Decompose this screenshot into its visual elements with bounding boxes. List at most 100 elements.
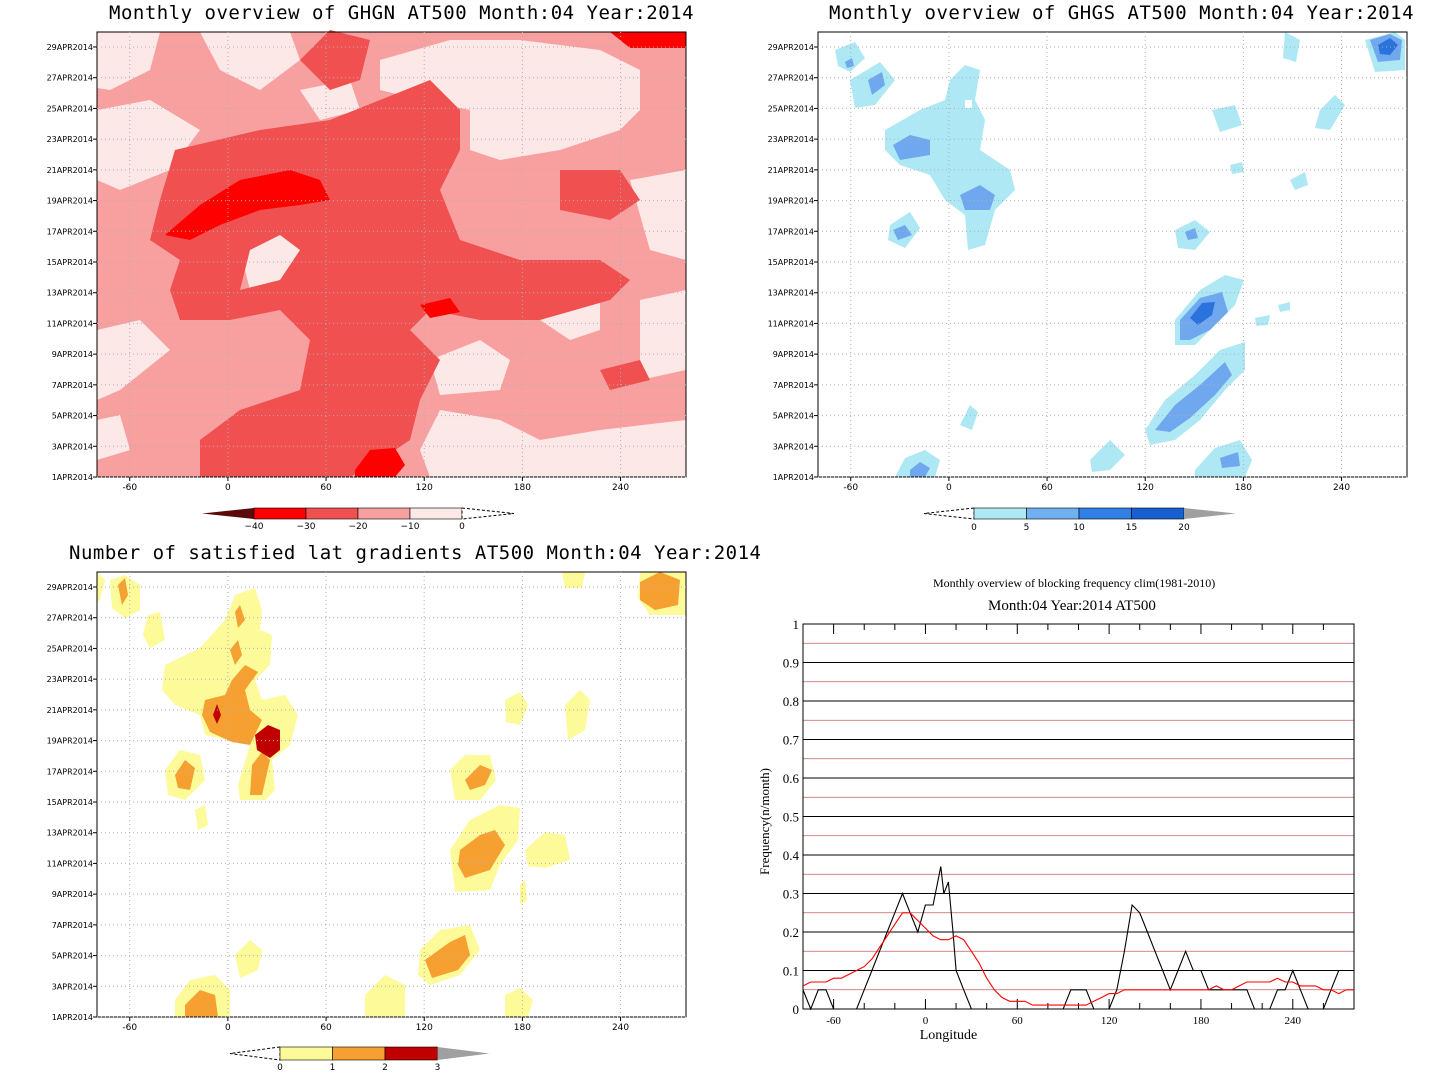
x-tick-label: 120 — [1101, 1015, 1118, 1027]
colorbar-label: 0 — [277, 1063, 283, 1073]
ghgn-dark-contours — [165, 32, 686, 477]
y-tick-label: 21APR2014 — [47, 706, 93, 715]
colorbar-label: 10 — [1073, 523, 1085, 533]
colorbar-segment — [332, 1046, 386, 1061]
y-tick-label: 0.2 — [783, 925, 799, 940]
series-line-black — [802, 866, 1354, 1011]
y-tick-label: 11APR2014 — [768, 319, 814, 328]
x-tick-label: 60 — [1041, 483, 1053, 493]
y-tick-label: 9APR2014 — [52, 350, 93, 359]
colorbar-right-arrow — [461, 507, 515, 520]
x-tick-label: 180 — [1193, 1015, 1210, 1027]
x-tick-label: 0 — [225, 1023, 231, 1033]
y-tick-label: 21APR2014 — [768, 166, 814, 175]
x-tick-label: -60 — [826, 1015, 841, 1027]
x-tick-label: -60 — [843, 483, 858, 493]
ghgs-title: Monthly overview of GHGS AT500 Month:04 … — [829, 2, 1415, 24]
y-tick-label: 0.3 — [783, 887, 799, 902]
colorbar-segment — [973, 507, 1027, 520]
x-tick-label: 120 — [416, 483, 433, 493]
y-tick-label: 7APR2014 — [52, 921, 93, 930]
y-tick-label: 5APR2014 — [52, 412, 93, 421]
y-tick-label: 11APR2014 — [47, 859, 93, 868]
colorbar-segment — [279, 1046, 333, 1061]
y-tick-label: 15APR2014 — [47, 258, 93, 267]
x-tick-label: 180 — [514, 483, 531, 493]
x-tick-label: 0 — [923, 1015, 929, 1027]
colorbar-label: −30 — [297, 522, 316, 532]
ghgs-dark-contours — [1190, 38, 1398, 325]
colorbar-segment — [409, 507, 463, 520]
colorbar-label: 2 — [382, 1063, 388, 1073]
colorbar-label: 20 — [1178, 523, 1190, 533]
blockfreq-title: Monthly overview of blocking frequency c… — [933, 576, 1216, 590]
y-tick-label: 23APR2014 — [47, 135, 93, 144]
colorbar-label: −20 — [349, 522, 368, 532]
x-tick-label: 120 — [1137, 483, 1154, 493]
y-tick-label: 25APR2014 — [47, 104, 93, 113]
colorbar-label: 3 — [435, 1063, 441, 1073]
y-tick-label: 23APR2014 — [47, 675, 93, 684]
y-tick-label: 13APR2014 — [47, 829, 93, 838]
y-tick-label: 1APR2014 — [773, 473, 814, 482]
latgrad-frame — [96, 571, 687, 1018]
x-tick-label: 0 — [946, 483, 952, 493]
y-tick-label: 1APR2014 — [52, 473, 93, 482]
x-tick-label: 0 — [225, 483, 231, 493]
ghgs-frame — [817, 31, 1408, 478]
y-tick-label: 0.5 — [783, 810, 799, 825]
series-line-red — [802, 912, 1354, 1006]
x-tick-label: 240 — [612, 483, 629, 493]
y-tick-label: 0.4 — [783, 848, 800, 863]
latgrad-colorbar: 0 1 2 3 — [229, 1046, 490, 1073]
y-tick-label: 27APR2014 — [47, 614, 93, 623]
y-tick-label: 25APR2014 — [47, 644, 93, 653]
y-tick-label: 13APR2014 — [768, 289, 814, 298]
colorbar-right-arrow — [1184, 508, 1236, 519]
colorbar-label: −10 — [401, 522, 420, 532]
y-tick-label: 7APR2014 — [52, 381, 93, 390]
y-tick-label: 23APR2014 — [768, 135, 814, 144]
y-tick-label: 9APR2014 — [52, 890, 93, 899]
y-tick-label: 15APR2014 — [768, 258, 814, 267]
y-tick-label: 0.9 — [783, 656, 799, 671]
colorbar-segment — [1026, 507, 1080, 520]
x-tick-label: 120 — [416, 1023, 433, 1033]
y-tick-label: 15APR2014 — [47, 798, 93, 807]
y-tick-label: 13APR2014 — [47, 289, 93, 298]
colorbar-segment — [384, 1046, 438, 1061]
colorbar-label: 15 — [1126, 523, 1137, 533]
colorbar-segment — [1078, 507, 1132, 520]
colorbar-label: −40 — [245, 522, 264, 532]
x-tick-label: 60 — [320, 1023, 332, 1033]
colorbar-label: 0 — [459, 522, 465, 532]
colorbar-segment — [305, 507, 359, 520]
ghgn-colorbar: −40 −30 −20 −10 0 — [202, 507, 515, 532]
colorbar-label: 5 — [1024, 523, 1030, 533]
y-axis-label: Frequency(n/month) — [757, 768, 772, 875]
y-tick-label: 27APR2014 — [768, 74, 814, 83]
y-tick-label: 19APR2014 — [768, 197, 814, 206]
colorbar-segment — [357, 507, 411, 520]
y-tick-label: 0 — [793, 1002, 800, 1017]
y-tick-label: 29APR2014 — [768, 43, 814, 52]
x-tick-label: 60 — [320, 483, 332, 493]
latgrad-level2-contours — [118, 572, 680, 1017]
colorbar-label: 1 — [330, 1063, 336, 1073]
latgrad-title: Number of satisfied lat gradients AT500 … — [69, 542, 762, 564]
colorbar-left-arrow — [229, 1046, 281, 1061]
colorbar-segment — [1131, 507, 1185, 520]
y-tick-label: 5APR2014 — [52, 952, 93, 961]
y-tick-label: 0.6 — [783, 771, 800, 786]
y-tick-label: 25APR2014 — [768, 104, 814, 113]
x-tick-label: 60 — [1012, 1015, 1024, 1027]
y-tick-label: 21APR2014 — [47, 166, 93, 175]
y-tick-label: 0.7 — [783, 733, 800, 748]
ghgn-title: Monthly overview of GHGN AT500 Month:04 … — [109, 2, 695, 24]
x-tick-label: -60 — [122, 483, 137, 493]
y-tick-label: 9APR2014 — [773, 350, 814, 359]
ghgs-heatmap: -60 0 60 120 180 240 1APR2014 3APR2014 5APR2014 7… — [768, 31, 1408, 493]
latgrad-heatmap: -60 0 60 120 180 240 1APR2014 3APR2014 5APR2014 7… — [47, 571, 687, 1033]
colorbar-label: 0 — [971, 523, 977, 533]
